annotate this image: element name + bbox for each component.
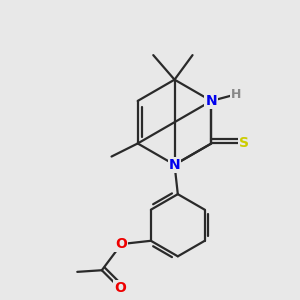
Text: S: S xyxy=(239,136,249,151)
Text: H: H xyxy=(231,88,241,101)
Text: N: N xyxy=(169,158,180,172)
Text: N: N xyxy=(206,94,217,108)
Text: O: O xyxy=(114,281,126,295)
Text: O: O xyxy=(116,237,128,251)
